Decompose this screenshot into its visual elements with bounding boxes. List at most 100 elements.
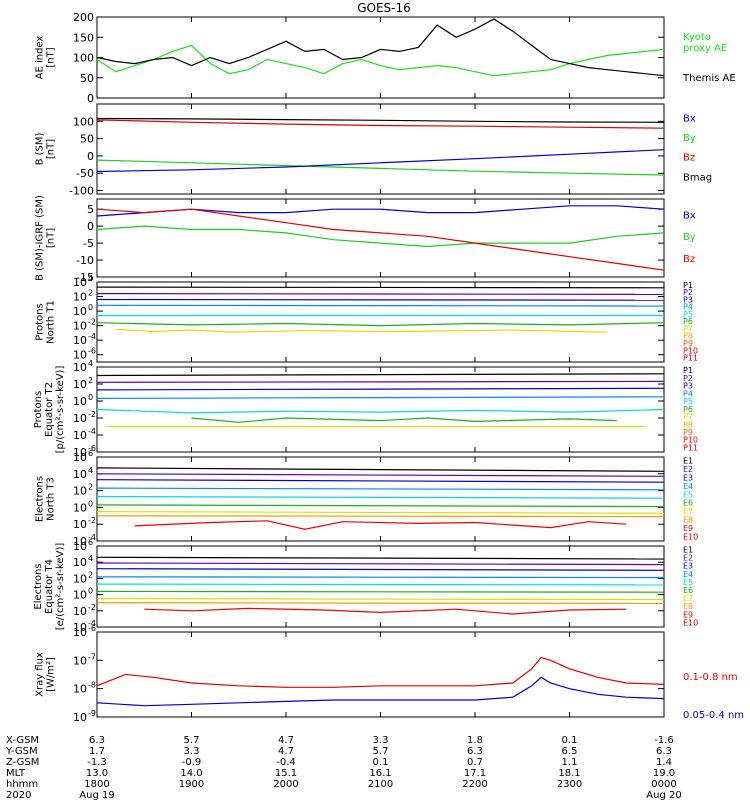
panel-b-igrf: -15 -10 -5 0 5 B (SM)-IGRF (SM) [nT] Bx By Bz — [35, 195, 696, 284]
panel-frame — [96, 198, 665, 278]
legend-e5: E5 — [683, 490, 693, 499]
series-line-e9 — [134, 520, 627, 530]
y-tick-exponent: 6 — [88, 538, 93, 547]
legend-p4: P4 — [683, 303, 693, 312]
y-tick-exponent: 2 — [88, 570, 93, 579]
footer-value: 6.3 — [89, 735, 105, 746]
series-line-p2 — [96, 380, 665, 383]
y-axis-label: [e/(cm²-s-sr-keV)] — [55, 543, 66, 631]
y-tick-label: 10 — [73, 378, 87, 391]
series-line-0-1-0-8-nm — [96, 656, 665, 688]
footer-value: 0.1 — [562, 735, 578, 746]
footer-value: 2200 — [462, 779, 487, 790]
series-line-bx — [96, 205, 665, 217]
y-tick-label: 10 — [73, 468, 87, 481]
y-tick-label: 10 — [73, 485, 87, 498]
legend-p4: P4 — [683, 389, 693, 398]
y-tick-exponent: -4 — [88, 619, 96, 628]
legend-bx: Bx — [683, 211, 696, 222]
series-line-p1 — [96, 373, 665, 377]
y-tick-exponent: 4 — [88, 274, 93, 283]
series-line-p4 — [96, 396, 665, 399]
y-tick-label: 10 — [73, 556, 87, 569]
footer-value: 0000 — [651, 779, 676, 790]
legend-e9: E9 — [683, 524, 693, 533]
y-axis-label: Equator T2 — [44, 382, 55, 437]
series-line-by — [96, 159, 665, 176]
y-tick-exponent: -2 — [88, 516, 96, 525]
legend-by: By — [683, 232, 696, 243]
series-line-e2 — [96, 473, 665, 477]
y-tick-label: 10 — [73, 605, 87, 618]
legend-e2: E2 — [683, 465, 693, 474]
y-tick-exponent: 6 — [88, 449, 93, 458]
y-tick-label: 0 — [87, 92, 94, 105]
y-tick-label: 100 — [73, 115, 94, 128]
y-tick-label: -5 — [83, 237, 94, 250]
y-axis-label: [nT] — [46, 228, 57, 248]
y-tick-exponent: -8 — [88, 681, 96, 690]
y-tick-exponent: 4 — [88, 359, 93, 368]
y-tick-label: 0 — [87, 150, 94, 163]
footer-value: 13.0 — [86, 768, 108, 779]
y-tick-exponent: 0 — [88, 587, 93, 596]
y-tick-label: 0 — [87, 220, 94, 233]
legend-p11: P11 — [683, 443, 698, 452]
y-axis-label: Electrons — [33, 563, 44, 609]
footer-value: 5.7 — [184, 735, 200, 746]
series-line-e4 — [96, 487, 665, 491]
y-tick-exponent: -6 — [88, 444, 96, 453]
legend-bmag: Bmag — [683, 172, 712, 183]
y-tick-label: 200 — [73, 11, 94, 24]
footer-value: 17.1 — [464, 768, 486, 779]
series-line-e2 — [96, 562, 665, 566]
y-tick-label: -100 — [69, 185, 94, 198]
legend-e10: E10 — [683, 532, 698, 541]
footer-value: 6.3 — [656, 746, 672, 757]
y-axis-label: Protons — [33, 391, 44, 428]
footer-value: 14.0 — [180, 768, 202, 779]
footer-label-hhmm: hhmm — [6, 779, 38, 790]
panel-b-sm: -100 -50 0 50 100 B (SM) [nT] Bx By Bz Bmag — [35, 103, 712, 198]
y-tick-label: 10 — [73, 626, 87, 639]
y-tick-label: 10 — [73, 540, 87, 553]
footer-value: 3.3 — [373, 735, 389, 746]
legend-e7: E7 — [683, 594, 693, 603]
y-tick-label: 10 — [73, 711, 87, 724]
legend-e3: E3 — [683, 474, 693, 483]
series-line-e5 — [96, 583, 665, 586]
y-tick-label: 10 — [73, 535, 87, 548]
footer-value: -1.3 — [87, 757, 107, 768]
legend-p3: P3 — [683, 382, 693, 391]
y-tick-label: 50 — [80, 133, 94, 146]
legend-p5: P5 — [683, 310, 693, 319]
y-tick-label: 10 — [73, 683, 87, 696]
y-tick-label: 50 — [80, 72, 94, 85]
series-line-bz — [96, 119, 665, 129]
panel-frame — [96, 103, 665, 195]
footer-label-x-gsm: X-GSM — [6, 735, 39, 746]
legend-p10: P10 — [683, 346, 698, 355]
footer-value: 0.1 — [373, 757, 389, 768]
legend-bx: Bx — [683, 114, 696, 125]
series-line-e3 — [96, 568, 665, 571]
y-tick-label: -15 — [76, 271, 94, 284]
series-line-e5 — [96, 495, 665, 499]
y-tick-exponent: -4 — [88, 332, 96, 341]
series-line-e9 — [144, 607, 627, 615]
y-axis-label: North T1 — [46, 300, 57, 344]
series-line-e3 — [96, 479, 665, 483]
legend-e1: E1 — [683, 545, 693, 554]
y-axis-label: [p/(cm²-s-sr-keV)] — [55, 366, 66, 454]
footer-value: 16.1 — [369, 768, 391, 779]
series-line-bz — [96, 208, 665, 271]
footer-value: 1.8 — [467, 735, 483, 746]
footer-value: -0.9 — [182, 757, 202, 768]
footer-value: 2100 — [368, 779, 393, 790]
y-tick-label: 10 — [73, 429, 87, 442]
footer-value: 2000 — [273, 779, 298, 790]
